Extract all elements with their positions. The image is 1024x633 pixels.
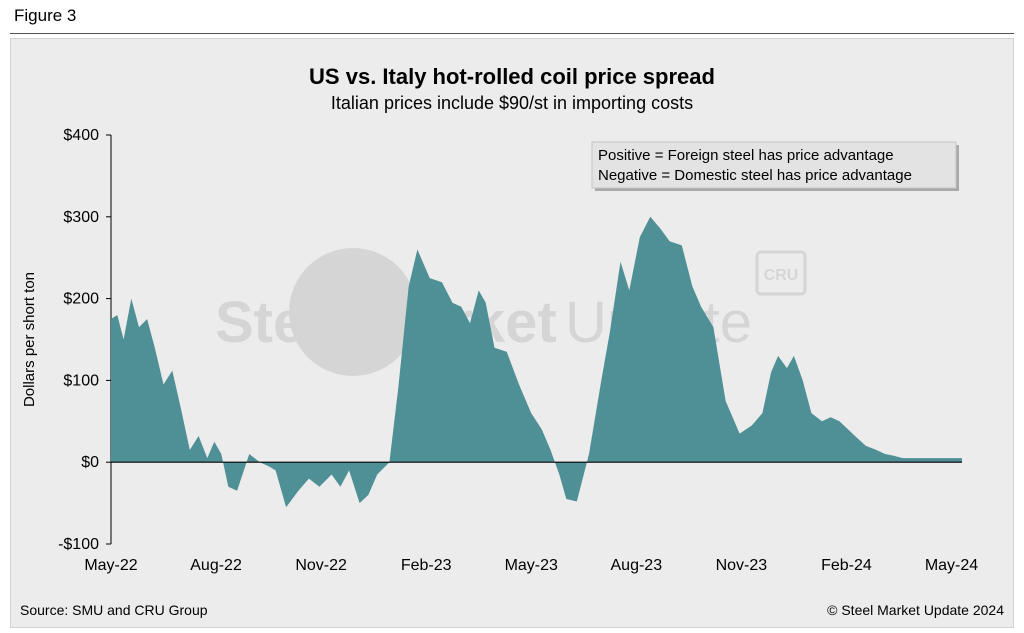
- x-tick-label: Aug-23: [611, 557, 663, 574]
- y-tick-label: $200: [63, 291, 99, 308]
- y-tick-label: $100: [63, 372, 99, 389]
- x-tick-label: Nov-22: [295, 557, 347, 574]
- watermark-badge: [755, 250, 807, 296]
- top-divider: [10, 33, 1014, 34]
- x-tick-label: Nov-23: [716, 557, 768, 574]
- x-tick-label: Feb-23: [401, 557, 452, 574]
- chart-panel: [10, 38, 1014, 628]
- x-tick-label: May-22: [84, 557, 137, 574]
- x-tick-label: May-23: [505, 557, 558, 574]
- watermark-badge-text: CRU: [764, 267, 799, 284]
- spread-area: [111, 216, 962, 508]
- y-axis-title: Dollars per short ton: [21, 272, 38, 407]
- x-tick-label: Feb-24: [821, 557, 872, 574]
- y-tick-label: $400: [63, 127, 99, 144]
- legend: Positive = Foreign steel has price advan…: [591, 141, 959, 191]
- y-tick-label: -$100: [58, 536, 99, 553]
- x-tick-label: May-24: [925, 557, 978, 574]
- source-note: Source: SMU and CRU Group: [20, 602, 208, 618]
- series-area: [111, 216, 962, 508]
- watermark-text-bold: Steel Market: [215, 290, 557, 355]
- y-tick-label: $0: [81, 454, 99, 471]
- watermark-circle: [289, 248, 417, 376]
- legend-entry: Negative = Domestic steel has price adva…: [598, 167, 912, 184]
- legend-box: [591, 141, 957, 189]
- axes: $400 $300 $200 $100 $0 -$100 May-22 Aug-22 Nov-2…: [21, 127, 978, 574]
- x-tick-label: Aug-22: [190, 557, 242, 574]
- chart-subtitle: Italian prices include $90/st in importi…: [330, 93, 694, 113]
- y-tick-label: $300: [63, 209, 99, 226]
- chart-title: US vs. Italy hot-rolled coil price sprea…: [309, 64, 715, 89]
- legend-entry: Positive = Foreign steel has price advan…: [598, 147, 894, 164]
- figure-label: Figure 3: [14, 6, 77, 25]
- copyright-note: © Steel Market Update 2024: [827, 602, 1004, 618]
